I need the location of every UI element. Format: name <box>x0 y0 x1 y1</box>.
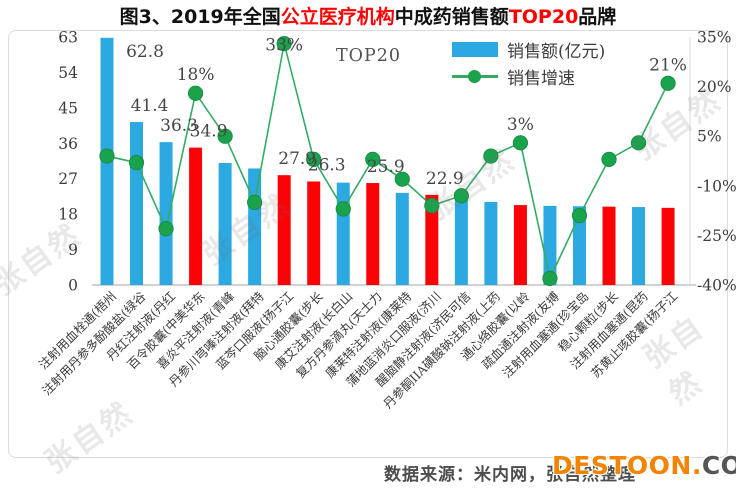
growth-marker <box>630 135 647 151</box>
legend-line-swatch-icon <box>452 70 498 83</box>
sales-bar <box>602 206 616 285</box>
sales-bar <box>189 147 203 285</box>
title-part3: 品牌 <box>578 6 617 28</box>
legend-item-growth: 销售增速 <box>452 63 605 90</box>
title-highlight-top20: TOP20 <box>508 6 579 28</box>
sales-bar <box>572 206 586 285</box>
growth-marker <box>601 151 617 167</box>
left-axis-tick: 9 <box>68 241 78 259</box>
left-axis-tick: 18 <box>58 206 78 224</box>
growth-value-label: 18% <box>177 65 215 85</box>
bar-value-label: 27.9 <box>278 149 316 169</box>
growth-marker <box>128 155 145 171</box>
growth-value-label: 21% <box>649 55 687 75</box>
left-axis-tick: 36 <box>58 135 78 153</box>
logo-gray-part: COM <box>701 451 736 480</box>
growth-marker <box>247 194 263 210</box>
sales-bar <box>248 168 262 285</box>
growth-marker <box>276 36 292 52</box>
inplot-top20-label: TOP20 <box>336 46 402 66</box>
left-axis-tick: 27 <box>58 170 78 188</box>
left-axis-tick: 63 <box>58 29 78 47</box>
left-axis-tick: 45 <box>58 99 78 117</box>
legend-sales-label: 销售额(亿元) <box>507 42 606 62</box>
left-axis-tick: 0 <box>68 277 78 295</box>
bar-value-label: 62.8 <box>126 42 164 62</box>
destoon-logo: DESTOON.COM <box>552 451 736 480</box>
growth-marker <box>512 135 529 151</box>
growth-marker <box>306 151 322 167</box>
growth-line <box>106 43 669 281</box>
sales-bar <box>336 182 350 285</box>
sales-bar <box>661 207 675 285</box>
sales-bar <box>277 175 291 285</box>
sales-bar <box>395 192 409 285</box>
sales-bar <box>425 194 439 285</box>
growth-marker <box>453 188 469 204</box>
growth-marker <box>99 148 115 164</box>
sales-bar <box>159 142 173 285</box>
right-axis-tick: 35% <box>697 29 731 47</box>
sales-bar <box>130 122 144 286</box>
growth-marker <box>158 221 174 237</box>
right-axis-tick: -10% <box>697 177 736 195</box>
bar-value-label: 36.3 <box>160 116 198 136</box>
sales-bar <box>218 162 232 285</box>
right-axis-tick: -40% <box>697 277 736 295</box>
bar-value-label: 26.3 <box>308 155 346 175</box>
right-axis-tick: 20% <box>697 78 731 96</box>
title-highlight-institutions: 公立医疗机构 <box>280 6 395 28</box>
chart-frame <box>8 30 728 458</box>
right-axis-tick: -25% <box>697 227 736 245</box>
growth-marker <box>424 198 440 214</box>
growth-marker <box>394 171 410 187</box>
bar-value-label: 34.9 <box>190 122 228 142</box>
growth-value-label: 33% <box>265 36 303 56</box>
bar-value-label: 41.4 <box>131 96 169 116</box>
title-part2: 中成药销售额 <box>394 6 509 28</box>
sales-bar <box>513 205 527 285</box>
growth-marker <box>571 207 588 224</box>
chart-title: 图3、2019年全国公立医疗机构中成药销售额TOP20品牌 <box>0 2 736 29</box>
growth-marker <box>187 85 204 101</box>
growth-marker <box>217 128 233 144</box>
logo-orange-part: DESTOON. <box>552 451 702 480</box>
growth-marker <box>365 151 381 167</box>
growth-marker <box>335 201 351 217</box>
title-part1: 图3、2019年全国 <box>119 6 281 28</box>
legend-dot-icon <box>468 70 481 83</box>
legend: 销售额(亿元) 销售增速 <box>452 36 605 90</box>
sales-bar <box>632 207 646 285</box>
legend-bar-swatch-icon <box>452 42 498 57</box>
growth-marker <box>660 75 676 91</box>
legend-item-sales: 销售额(亿元) <box>452 36 605 63</box>
sales-bar <box>454 196 468 285</box>
data-source-text: 数据来源：米内网，张自然整理 <box>384 465 636 485</box>
legend-growth-label: 销售增速 <box>507 69 575 89</box>
sales-bar <box>366 183 380 285</box>
sales-bar <box>484 201 498 285</box>
right-axis-tick: 5% <box>697 128 722 146</box>
sales-bar <box>307 181 321 285</box>
growth-marker <box>542 270 558 286</box>
left-axis-tick: 54 <box>58 64 78 82</box>
growth-value-label: 3% <box>507 115 534 135</box>
growth-marker <box>483 148 499 164</box>
bar-value-label: 25.9 <box>367 157 405 177</box>
bar-value-label: 22.9 <box>426 169 464 189</box>
